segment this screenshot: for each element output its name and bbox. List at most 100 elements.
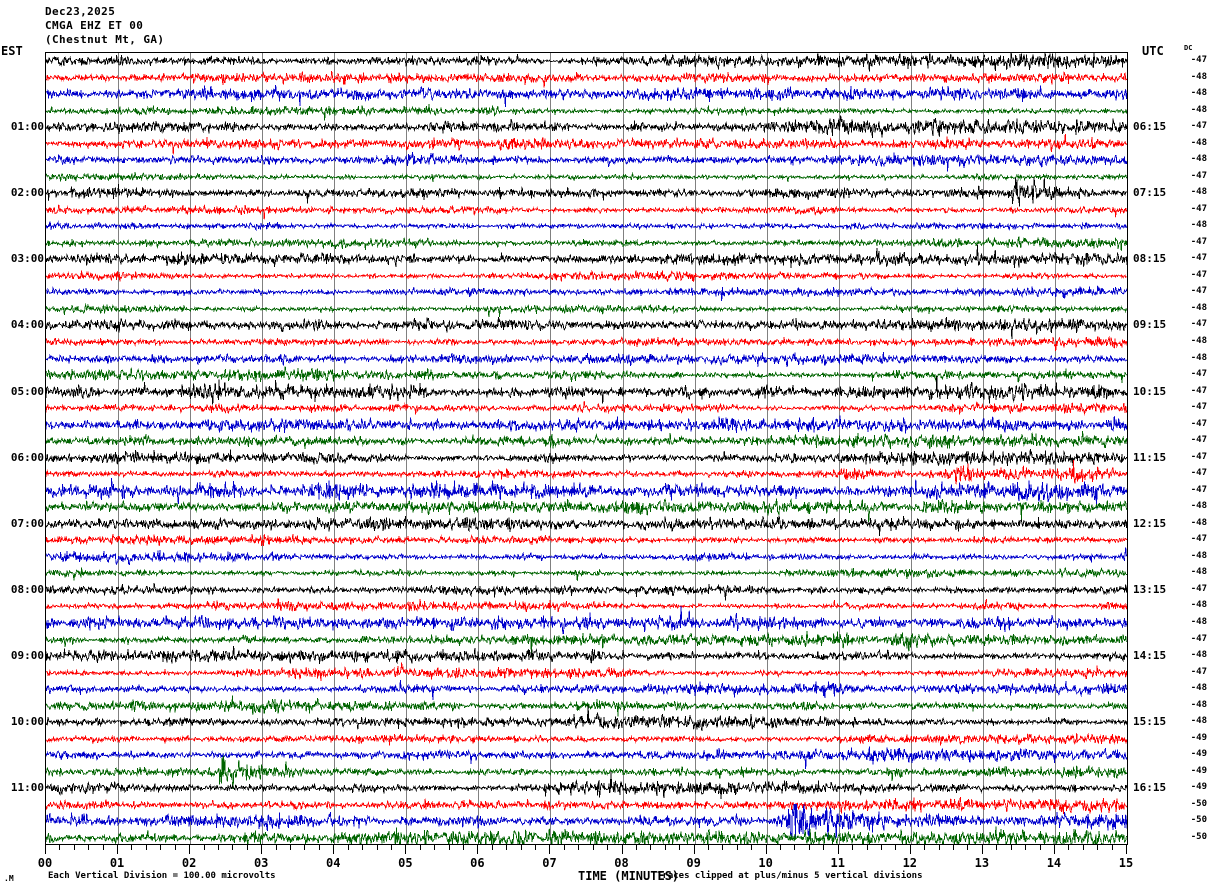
dc-value-row-22: -47 bbox=[1190, 418, 1207, 429]
x-minor-tick bbox=[218, 845, 219, 850]
x-minor-tick bbox=[377, 845, 378, 850]
header-date: Dec23,2025 bbox=[45, 5, 116, 18]
dc-value-row-32: -47 bbox=[1190, 583, 1207, 594]
x-tick-label-05: 05 bbox=[398, 856, 413, 870]
x-minor-tick bbox=[665, 845, 666, 850]
dc-value-row-15: -48 bbox=[1190, 302, 1207, 313]
dc-value-row-13: -47 bbox=[1190, 269, 1207, 280]
x-minor-tick bbox=[895, 845, 896, 850]
dc-column-label: DC bbox=[1184, 44, 1193, 52]
est-tick-0700: 07:00 bbox=[10, 516, 44, 530]
x-tick-label-12: 12 bbox=[902, 856, 918, 870]
dc-value-row-17: -48 bbox=[1190, 336, 1207, 346]
x-minor-tick bbox=[1011, 845, 1012, 850]
x-minor-tick bbox=[59, 845, 60, 850]
trace-row-24 bbox=[46, 441, 1127, 475]
x-minor-tick bbox=[593, 845, 594, 850]
dc-value-row-34: -48 bbox=[1190, 617, 1207, 628]
x-minor-tick bbox=[953, 845, 954, 850]
est-tick-1000: 10:00 bbox=[10, 715, 44, 729]
x-minor-tick bbox=[867, 845, 868, 850]
trace-row-29 bbox=[46, 523, 1127, 557]
x-minor-tick bbox=[967, 845, 968, 850]
trace-row-16 bbox=[46, 308, 1127, 342]
x-minor-tick bbox=[708, 845, 709, 850]
trace-row-26 bbox=[46, 474, 1127, 508]
trace-row-45 bbox=[46, 788, 1127, 822]
dc-value-row-11: -47 bbox=[1190, 236, 1207, 247]
x-tick-label-07: 07 bbox=[542, 856, 557, 870]
trace-row-3 bbox=[46, 94, 1127, 128]
x-tick-label-09: 09 bbox=[686, 856, 701, 870]
dc-value-row-14: -47 bbox=[1190, 286, 1207, 297]
dc-value-row-10: -48 bbox=[1190, 220, 1207, 231]
x-minor-tick bbox=[131, 845, 132, 850]
x-minor-tick bbox=[506, 845, 507, 850]
trace-row-34 bbox=[46, 606, 1127, 640]
trace-row-14 bbox=[46, 275, 1127, 309]
x-tick-label-15: 15 bbox=[1118, 856, 1134, 870]
gridline-minute-04 bbox=[334, 53, 335, 844]
gridline-minute-03 bbox=[262, 53, 263, 844]
dc-value-row-27: -48 bbox=[1190, 501, 1207, 512]
x-tick-label-02: 02 bbox=[181, 856, 197, 870]
x-major-tick-7 bbox=[549, 845, 550, 854]
dc-value-row-18: -48 bbox=[1190, 352, 1207, 363]
trace-row-35 bbox=[46, 623, 1127, 657]
dc-value-row-7: -47 bbox=[1190, 170, 1207, 181]
x-tick-label-14: 14 bbox=[1046, 856, 1062, 870]
utc-tick-1615: 16:15 bbox=[1133, 781, 1167, 795]
x-minor-tick bbox=[175, 845, 176, 850]
x-tick-label-11: 11 bbox=[830, 856, 845, 870]
trace-row-7 bbox=[46, 160, 1127, 194]
x-minor-tick bbox=[996, 845, 997, 850]
dc-value-row-8: -48 bbox=[1190, 187, 1207, 198]
trace-row-40 bbox=[46, 705, 1127, 739]
trace-row-5 bbox=[46, 127, 1127, 161]
header-site: (Chestnut Mt, GA) bbox=[45, 33, 165, 46]
dc-value-row-3: -48 bbox=[1190, 104, 1207, 115]
x-minor-tick bbox=[276, 845, 277, 850]
gridline-minute-11 bbox=[839, 53, 840, 844]
x-minor-tick bbox=[939, 845, 940, 850]
dc-value-row-36: -48 bbox=[1190, 650, 1207, 661]
header-channel: CMGA EHZ ET 00 bbox=[45, 19, 144, 32]
dc-value-row-28: -48 bbox=[1190, 517, 1207, 528]
trace-row-2 bbox=[46, 77, 1127, 111]
x-minor-tick bbox=[809, 845, 810, 850]
x-minor-tick bbox=[823, 845, 824, 850]
trace-row-30 bbox=[46, 540, 1127, 574]
dc-value-row-20: -47 bbox=[1190, 385, 1207, 396]
utc-tick-1515: 15:15 bbox=[1133, 715, 1167, 729]
x-minor-tick bbox=[492, 845, 493, 850]
x-major-tick-3 bbox=[261, 845, 262, 854]
trace-row-32 bbox=[46, 573, 1127, 607]
x-major-tick-13 bbox=[982, 845, 983, 854]
dc-value-row-29: -47 bbox=[1190, 534, 1207, 545]
gridline-minute-07 bbox=[550, 53, 551, 844]
x-major-tick-4 bbox=[333, 845, 334, 854]
utc-tick-1015: 10:15 bbox=[1133, 384, 1167, 398]
x-minor-tick bbox=[636, 845, 637, 850]
trace-row-22 bbox=[46, 408, 1127, 442]
dc-value-row-33: -48 bbox=[1190, 600, 1207, 611]
x-minor-tick bbox=[650, 845, 651, 850]
utc-tick-1415: 14:15 bbox=[1133, 649, 1167, 663]
x-tick-label-00: 00 bbox=[37, 856, 53, 870]
utc-tick-1115: 11:15 bbox=[1133, 450, 1167, 464]
trace-row-44 bbox=[46, 771, 1127, 805]
x-minor-tick bbox=[146, 845, 147, 850]
dc-value-row-25: -47 bbox=[1190, 468, 1207, 479]
x-minor-tick bbox=[1025, 845, 1026, 850]
dc-value-row-38: -48 bbox=[1190, 683, 1207, 694]
right-axis-label: UTC bbox=[1142, 44, 1164, 58]
x-minor-tick bbox=[88, 845, 89, 850]
x-major-tick-12 bbox=[910, 845, 911, 854]
est-tick-0600: 06:00 bbox=[10, 450, 44, 464]
trace-row-8 bbox=[46, 176, 1127, 210]
x-minor-tick bbox=[881, 845, 882, 850]
x-minor-tick bbox=[852, 845, 853, 850]
dc-value-row-9: -47 bbox=[1190, 203, 1207, 214]
trace-row-18 bbox=[46, 342, 1127, 376]
